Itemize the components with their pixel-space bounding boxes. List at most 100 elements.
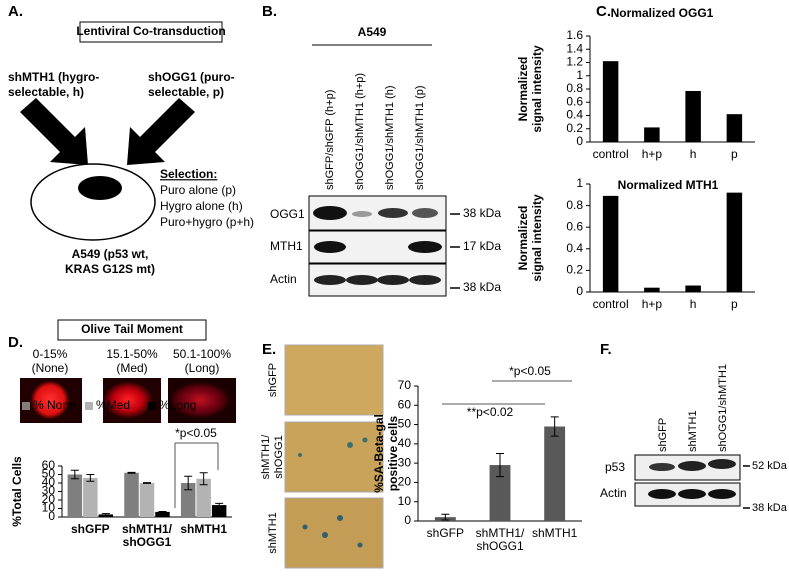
stain-image — [284, 421, 384, 493]
y-tick-label: 1 — [576, 176, 583, 190]
y-tick-label: 70 — [398, 378, 412, 392]
error-bar — [158, 510, 167, 513]
stain-dot — [302, 524, 308, 530]
y-tick-label: 10 — [42, 501, 56, 515]
band — [346, 275, 378, 285]
x-tick-label: shOGG1 — [123, 535, 172, 549]
y-axis-label: Normalized — [516, 57, 530, 122]
panel-label: E. — [262, 341, 276, 358]
band — [648, 489, 676, 499]
x-tick-label: shMTH1 — [532, 526, 578, 540]
y-tick-label: 0.6 — [566, 219, 583, 233]
y-tick-label: 1 — [576, 68, 583, 82]
range-text: (Med) — [116, 361, 147, 375]
y-tick-label: 1.2 — [566, 55, 583, 69]
y-tick-label: 0.6 — [566, 94, 583, 108]
bar — [211, 505, 227, 517]
band — [678, 461, 706, 471]
bar — [67, 474, 83, 517]
arrow — [127, 98, 195, 165]
range-text: (Long) — [185, 361, 220, 375]
legend-swatch — [148, 402, 156, 410]
band — [412, 208, 438, 218]
bar — [644, 287, 660, 292]
panel-label: D. — [8, 334, 23, 351]
stain-image — [284, 344, 384, 416]
x-tick-label: shOGG1 — [476, 539, 524, 553]
vector-text: selectable, h) — [8, 85, 84, 99]
x-tick-label: control — [593, 147, 629, 161]
stain-dot — [347, 442, 353, 448]
y-tick-label: 1.6 — [566, 28, 583, 42]
x-tick-label: shMTH1 — [180, 522, 227, 536]
cell — [30, 163, 156, 241]
bar — [602, 61, 619, 142]
x-tick-label: shGFP — [427, 526, 464, 540]
stain-dot — [337, 515, 343, 521]
legend-label: % None — [33, 398, 76, 412]
y-tick-label: 60 — [398, 397, 412, 411]
lane-label: shGFP — [657, 418, 669, 452]
y-tick-label: 30 — [398, 455, 412, 469]
y-axis-label: %SA-Beta-gal — [372, 414, 386, 493]
y-axis-label: positive cells — [386, 415, 400, 491]
box — [79, 21, 223, 43]
chart-title: Normalized MTH1 — [618, 178, 719, 192]
band — [378, 208, 408, 218]
y-axis-label: Normalized — [516, 206, 530, 271]
y-tick-label: 0.2 — [566, 263, 583, 277]
bar — [726, 114, 743, 142]
cell-text: KRAS G12S mt) — [65, 262, 155, 276]
error-bar — [127, 471, 136, 474]
error-bar — [70, 469, 79, 480]
image-label: shMTH1/ — [260, 434, 272, 480]
legend-swatch — [22, 402, 30, 410]
y-tick-label: 0 — [576, 284, 583, 298]
box-text: Olive Tail Moment — [81, 322, 183, 336]
lane-label: shOGG1/shMTH1 (h+p) — [354, 73, 366, 190]
error-bar — [86, 474, 95, 482]
error-bar — [215, 502, 224, 508]
vector-text: selectable, p) — [148, 85, 224, 99]
image-label: shOGG1 — [273, 435, 285, 478]
row-label: MTH1 — [270, 239, 303, 253]
legend-swatch — [85, 402, 93, 410]
range-text: 0-15% — [33, 347, 68, 361]
band — [377, 275, 409, 285]
panel-label: C. — [596, 3, 611, 20]
legend-label: %Long — [159, 398, 196, 412]
comet — [104, 382, 152, 418]
lane-label: shOGG1/shMTH1 — [717, 364, 729, 452]
y-tick-label: 0 — [48, 509, 55, 523]
bar — [685, 285, 701, 292]
selection-title: Selection: — [160, 167, 217, 181]
x-tick-label: control — [593, 297, 629, 311]
band — [678, 489, 706, 499]
band — [314, 275, 346, 285]
x-tick-label: p — [731, 147, 738, 161]
marker-label: 38 kDa — [752, 502, 788, 514]
cell-line: A549 — [358, 25, 387, 39]
bar — [124, 472, 139, 517]
band — [708, 459, 736, 469]
vector-text: shOGG1 (puro- — [148, 70, 235, 84]
panel-label: A. — [8, 3, 23, 20]
x-tick-label: h — [690, 147, 697, 161]
y-tick-label: 0.8 — [566, 198, 583, 212]
y-tick-label: 0.8 — [566, 81, 583, 95]
comet — [31, 381, 69, 419]
panel-label: B. — [262, 3, 277, 20]
row-label: p53 — [605, 460, 625, 474]
nucleus — [78, 176, 122, 200]
y-tick-label: 0.2 — [566, 121, 583, 135]
error-bar — [143, 482, 151, 484]
marker-label: 38 kDa — [463, 206, 501, 220]
band — [708, 489, 736, 499]
stain-image — [284, 497, 384, 569]
chart-title: Normalized OGG1 — [611, 6, 714, 20]
annotation: **p<0.02 — [467, 405, 514, 419]
range-text: (None) — [32, 361, 69, 375]
y-tick-label: 40 — [398, 436, 412, 450]
x-tick-label: shMTH1/ — [476, 526, 525, 540]
band — [314, 241, 346, 253]
